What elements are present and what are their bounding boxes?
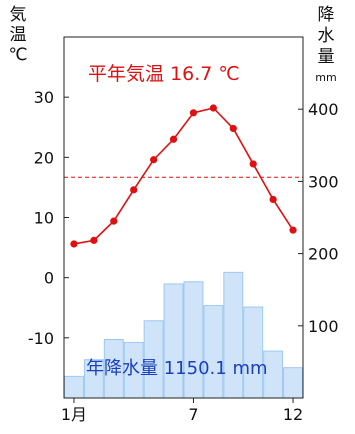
- temp-tick-label-4: 0: [44, 269, 54, 288]
- temp-unit-char-2: 温: [10, 25, 27, 45]
- temperature-point-11: [269, 195, 277, 204]
- temperature-point-12: [289, 226, 297, 234]
- temp-unit-char-3: ℃: [8, 45, 27, 65]
- temp-tick-label-3: 10: [34, 209, 54, 228]
- temperature-point-6: [169, 135, 178, 143]
- annual-temp-label-text: 平年気温: [88, 63, 164, 85]
- temp-tick-label-2: 20: [34, 148, 54, 167]
- annual-precipitation-annotation: 年降水量 1150.1 mm: [86, 358, 268, 379]
- precipitation-bars: [64, 271, 303, 399]
- precipitation-bar-7: [183, 281, 204, 399]
- precip-unit-mm: mm: [315, 71, 336, 84]
- annual-temp-label: 平年気温 16.7 ℃: [88, 63, 240, 85]
- precip-tick-label-1: 400: [308, 100, 339, 119]
- month-tick-label-1: 1月: [61, 405, 87, 424]
- precipitation-bar-1: [64, 375, 84, 399]
- temperature-point-8: [209, 104, 217, 112]
- precipitation-bar-10: [243, 306, 264, 399]
- temperature-axis-ticks: 30 20 10 0 -10: [28, 88, 69, 348]
- temperature-point-4: [130, 186, 138, 194]
- precip-tick-label-2: 300: [308, 172, 339, 191]
- annual-precip-label: 年降水量 1150.1 mm: [86, 358, 268, 379]
- temp-unit-char-1: 気: [10, 5, 27, 25]
- precip-tick-label-4: 100: [308, 317, 339, 336]
- temperature-line: [73, 107, 294, 245]
- precipitation-axis-title: 降 水 量 mm: [315, 5, 336, 84]
- month-tick-label-3: 12: [283, 405, 303, 424]
- temperature-point-9: [229, 124, 237, 133]
- annual-temp-value: 16.7 ℃: [170, 63, 240, 85]
- precipitation-bar-8: [203, 305, 224, 399]
- temperature-point-7: [189, 109, 198, 117]
- precip-unit-char-3: 量: [318, 47, 335, 67]
- temperature-point-1: [70, 240, 78, 248]
- temperature-points: [70, 104, 297, 248]
- temperature-point-2: [90, 236, 98, 244]
- annual-temperature-annotation: 平年気温 16.7 ℃: [88, 63, 240, 85]
- temp-tick-label-1: 30: [34, 88, 54, 107]
- temperature-point-10: [249, 160, 257, 168]
- temperature-point-5: [150, 156, 158, 164]
- precipitation-bar-12: [283, 367, 303, 399]
- precip-unit-char-2: 水: [318, 26, 335, 46]
- precip-unit-char-1: 降: [318, 5, 335, 25]
- precipitation-bar-6: [163, 283, 184, 399]
- precipitation-axis-ticks: 400 300 200 100: [298, 100, 339, 336]
- month-tick-label-2: 7: [188, 405, 198, 424]
- temperature-axis-title: 気 温 ℃: [8, 5, 27, 65]
- annual-precip-label-text: 年降水量: [86, 358, 158, 379]
- temperature-point-3: [110, 217, 118, 225]
- month-axis-ticks: 1月 7 12: [61, 398, 303, 424]
- temp-tick-label-5: -10: [28, 329, 54, 348]
- precipitation-bar-9: [223, 271, 244, 399]
- precip-tick-label-3: 200: [308, 245, 339, 264]
- annual-precip-value: 1150.1 mm: [164, 358, 268, 379]
